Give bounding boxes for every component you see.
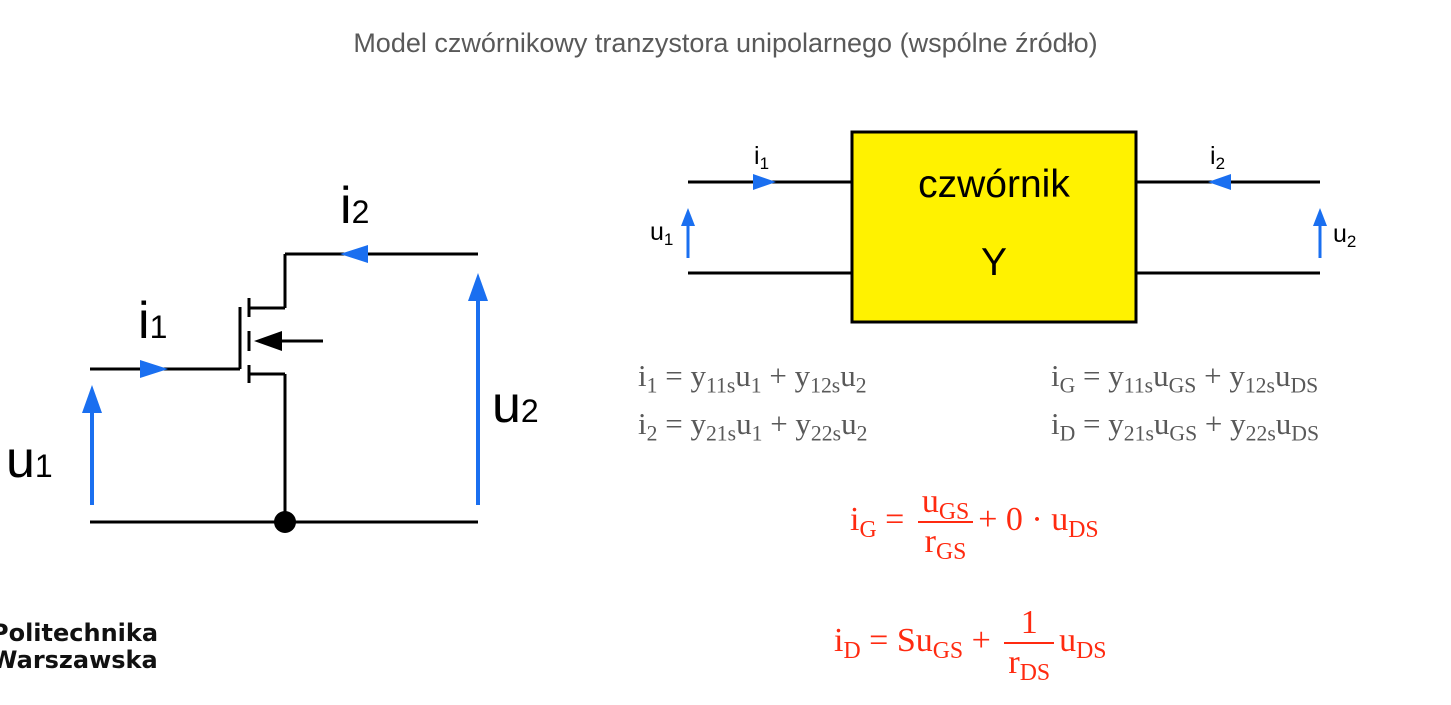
tp-label-u2: u2: [1333, 220, 1356, 251]
substrate-arrow-icon: [254, 331, 282, 351]
equation-red-1: iG = uGS rGS + 0 · uDS: [850, 483, 1099, 566]
label-u2: u2: [492, 376, 539, 434]
tp-i2-arrow-icon: [1208, 174, 1231, 190]
fraction-ugs-rgs: uGS rGS: [917, 483, 974, 564]
two-port-box: [850, 130, 1138, 324]
i1-arrow-icon: [140, 360, 168, 378]
i2-arrow-icon: [340, 245, 368, 263]
equation-general-1: i1 = y11su1 + y12su2: [638, 358, 867, 398]
equation-red-2: iD = SuGS + 1 rDS uDS: [834, 604, 1107, 687]
logo-line-2: Warszawska: [0, 646, 158, 674]
box-label-line2: Y: [981, 241, 1007, 284]
tp-u2-arrow-icon: [1313, 208, 1327, 226]
equation-fet-1: iG = y11suGS + y12suDS: [1051, 358, 1319, 398]
label-i2: i2: [340, 177, 369, 235]
equation-fet-2: iD = y21suGS + y22suDS: [1051, 406, 1320, 446]
equation-general-2: i2 = y21su1 + y22su2: [638, 406, 868, 446]
tp-label-u1: u1: [650, 218, 673, 249]
u1-arrow-icon: [82, 385, 102, 413]
university-logo: Politechnika Warszawska: [0, 620, 158, 674]
box-label-line1: czwórnik: [918, 163, 1070, 206]
label-i1: i1: [138, 292, 167, 350]
fraction-1-rds: 1 rDS: [1004, 604, 1055, 685]
label-u1: u1: [6, 431, 53, 489]
two-port-diagram: czwórnik Y i1 i2 u1 u2: [650, 130, 1356, 324]
u2-arrow-icon: [468, 273, 488, 301]
tp-label-i1: i1: [754, 142, 769, 173]
logo-line-1: Politechnika: [0, 619, 159, 647]
fet-circuit: i1 i2 u1 u2: [6, 177, 539, 533]
slide-title: Model czwórnikowy tranzystora unipolarne…: [353, 28, 1098, 58]
tp-label-i2: i2: [1210, 142, 1225, 173]
junction-dot: [274, 511, 296, 533]
tp-u1-arrow-icon: [681, 208, 695, 226]
tp-i1-arrow-icon: [753, 174, 776, 190]
